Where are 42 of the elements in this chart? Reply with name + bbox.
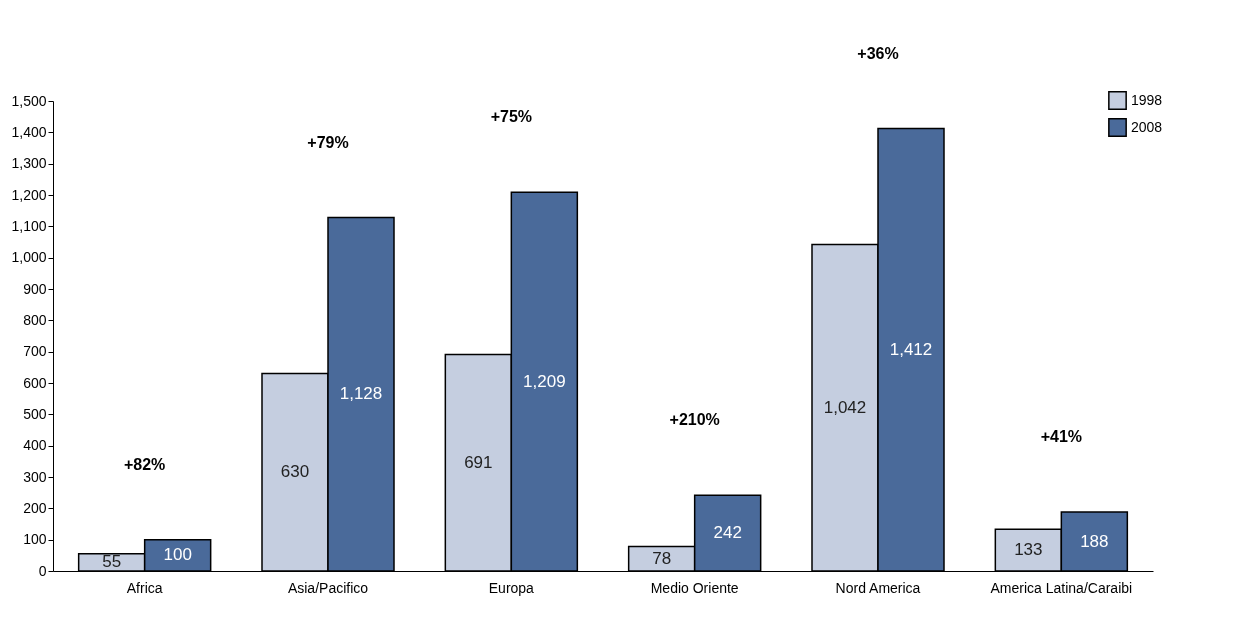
x-tick-label: Nord America <box>835 579 921 596</box>
y-tick-label: 600 <box>23 374 47 391</box>
text: +36% <box>857 44 899 62</box>
data-label: 1,128 <box>339 384 383 404</box>
y-tick-label: 1,300 <box>11 155 47 172</box>
data-label: 1,042 <box>823 397 867 417</box>
data-label: 242 <box>713 523 742 543</box>
y-tick-label: 700 <box>23 343 47 360</box>
y-tick-label: 0 <box>38 562 47 579</box>
x-tick-label: Asia/Pacifico <box>287 579 369 596</box>
y-tick-label: 500 <box>23 405 47 422</box>
x-tick-label: Medio Oriente <box>650 579 739 596</box>
x-tick-label: America Latina/Caraibi <box>990 579 1133 596</box>
y-tick-label: 100 <box>23 531 47 548</box>
annotation: +75% <box>490 108 533 126</box>
data-label: 100 <box>163 545 192 565</box>
legend-label: 2008 <box>1131 118 1163 135</box>
y-tick-label: 400 <box>23 437 47 454</box>
annotation: +210% <box>669 411 720 429</box>
data-label: 55 <box>102 552 122 572</box>
annotation: +82% <box>123 455 166 473</box>
y-tick-label: 900 <box>23 280 47 297</box>
y-tick-label: 300 <box>23 468 47 485</box>
data-label: 188 <box>1080 531 1109 551</box>
data-label: 78 <box>652 548 672 568</box>
annotation: +41% <box>1040 428 1083 446</box>
data-label: 133 <box>1014 540 1043 560</box>
y-tick-label: 1,000 <box>11 249 47 266</box>
legend-label: 1998 <box>1131 91 1163 108</box>
y-tick-label: 1,500 <box>11 92 47 109</box>
y-tick-label: 1,400 <box>11 123 47 140</box>
data-label: 691 <box>464 452 493 472</box>
data-label: 630 <box>280 462 310 482</box>
x-tick-label: Europa <box>488 579 535 596</box>
data-label: 1,412 <box>889 339 933 359</box>
y-tick-label: 1,200 <box>11 186 47 203</box>
annotation: +79% <box>307 133 349 151</box>
data-label: 1,209 <box>523 371 566 391</box>
y-tick-label: 200 <box>23 499 47 516</box>
x-tick-label: Africa <box>126 579 163 596</box>
y-tick-label: 800 <box>23 311 47 328</box>
y-tick-label: 1,100 <box>11 217 47 234</box>
